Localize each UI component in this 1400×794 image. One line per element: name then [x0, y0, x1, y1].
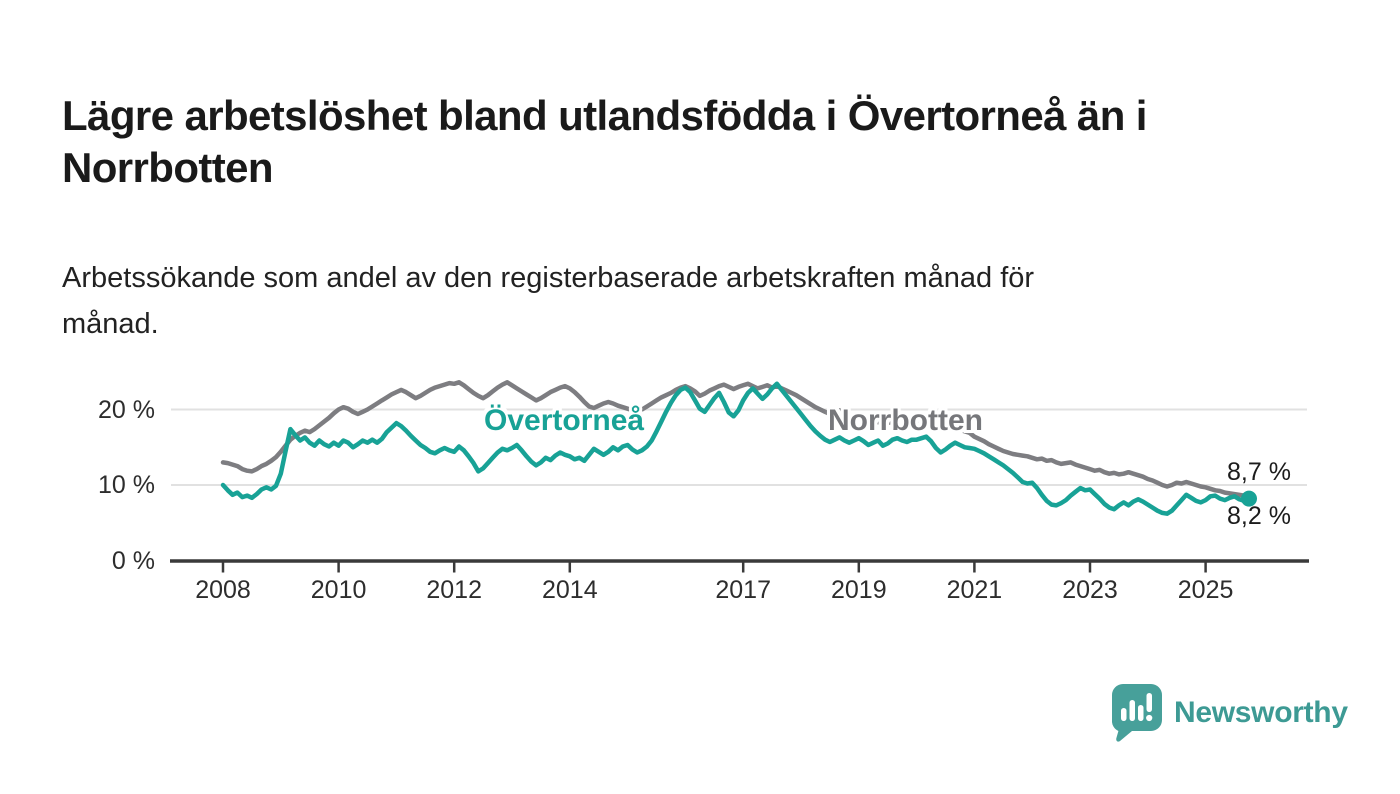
page-subtitle: Arbetssökande som andel av den registerb…	[62, 262, 1035, 341]
brand-logo-text: Newsworthy	[1174, 696, 1348, 729]
x-tick-label: 2021	[946, 576, 1003, 604]
x-tick-label: 2012	[426, 576, 482, 604]
x-tick-label: 2019	[830, 576, 887, 604]
x-tick-label: 2023	[1062, 576, 1118, 604]
x-tick-label: 2017	[715, 576, 771, 604]
series-label-overtornea: Övertorneå	[484, 404, 645, 437]
brand-logo: Newsworthy	[1112, 684, 1348, 742]
page-title: Lägre arbetslöshet bland utlandsfödda i …	[62, 92, 1147, 192]
x-axis	[170, 559, 1309, 573]
end-value-label-overtornea: 8,2 %	[1227, 502, 1291, 530]
y-tick-label: 20 %	[98, 395, 155, 424]
end-value-label-norrbotten: 8,7 %	[1227, 458, 1291, 486]
line-övertorneå	[220, 381, 1252, 516]
x-tick-label: 2025	[1177, 576, 1234, 604]
x-tick-label: 2010	[310, 576, 367, 604]
line-norrbotten	[220, 380, 1252, 498]
series-lines	[220, 380, 1257, 516]
end-point-marker	[1241, 490, 1257, 507]
series-label-norrbotten: Norrbotten	[828, 404, 983, 437]
x-tick-label: 2008	[195, 576, 251, 604]
y-tick-label: 10 %	[98, 471, 155, 499]
newsworthy-speech-bubble-icon	[1112, 684, 1162, 742]
y-tick-label: 0 %	[111, 546, 155, 575]
x-tick-label: 2014	[541, 576, 598, 604]
